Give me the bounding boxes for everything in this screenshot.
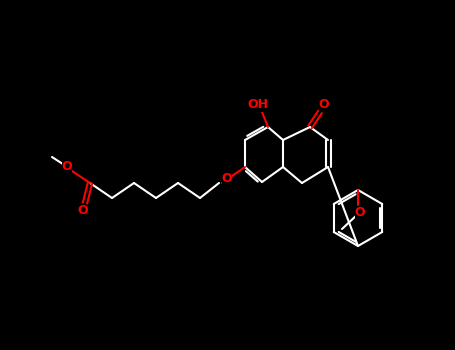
Text: O: O [318, 98, 329, 112]
Text: O: O [222, 173, 233, 186]
Text: O: O [62, 160, 72, 173]
Text: O: O [78, 204, 88, 217]
Text: O: O [355, 205, 365, 218]
Text: OH: OH [248, 98, 268, 112]
